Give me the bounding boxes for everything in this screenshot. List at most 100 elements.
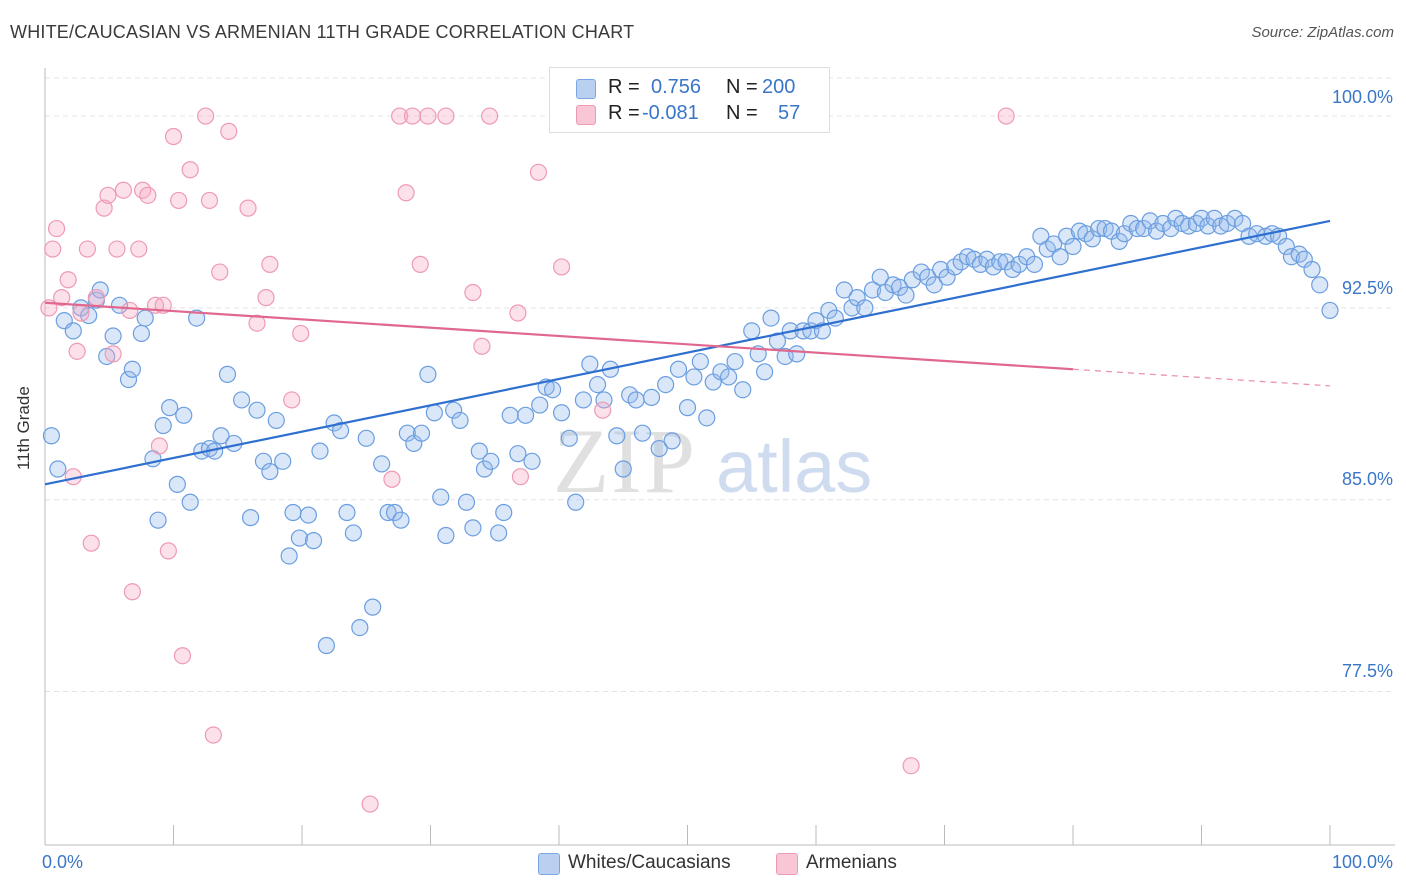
data-point bbox=[567, 493, 585, 511]
data-point bbox=[87, 289, 106, 307]
data-point bbox=[212, 427, 230, 445]
data-point bbox=[364, 598, 382, 616]
data-point bbox=[398, 424, 416, 442]
data-point bbox=[150, 437, 168, 455]
stats-legend: R = 0.756 N = 200 R = -0.081 N = 57 bbox=[549, 67, 830, 133]
data-point bbox=[543, 381, 562, 399]
data-point bbox=[457, 493, 476, 511]
data-point bbox=[392, 511, 410, 529]
data-point bbox=[997, 107, 1015, 125]
data-point bbox=[123, 360, 141, 378]
data-point bbox=[509, 445, 527, 463]
data-point bbox=[835, 281, 853, 299]
data-point bbox=[1141, 212, 1159, 230]
series-armenians-points bbox=[40, 107, 1015, 813]
data-point bbox=[338, 503, 356, 522]
data-point bbox=[608, 427, 626, 445]
data-point bbox=[211, 263, 229, 281]
data-point bbox=[283, 391, 301, 409]
data-point bbox=[581, 355, 599, 373]
data-point bbox=[164, 127, 183, 146]
data-point bbox=[121, 301, 139, 320]
data-point bbox=[373, 455, 391, 473]
data-point bbox=[154, 416, 172, 435]
data-point bbox=[130, 240, 148, 258]
data-point bbox=[925, 276, 943, 294]
data-point bbox=[257, 289, 275, 307]
data-point bbox=[239, 199, 257, 217]
data-point bbox=[379, 503, 397, 522]
legend-r-value: -0.081 bbox=[642, 102, 699, 124]
data-point bbox=[511, 468, 530, 486]
legend-n-value: 57 bbox=[778, 102, 801, 124]
data-point bbox=[1311, 276, 1329, 294]
x-tick-label-right: 100.0% bbox=[1331, 852, 1393, 872]
data-point bbox=[110, 296, 129, 314]
data-point bbox=[516, 406, 535, 424]
series-whites-points bbox=[42, 209, 1339, 655]
data-point bbox=[523, 452, 541, 470]
data-point bbox=[755, 363, 774, 381]
data-point bbox=[82, 534, 100, 552]
data-point bbox=[669, 360, 688, 378]
data-point bbox=[678, 399, 697, 417]
data-point bbox=[698, 409, 716, 427]
data-point bbox=[509, 304, 527, 322]
data-point bbox=[119, 370, 138, 389]
data-point bbox=[552, 258, 571, 276]
data-point bbox=[1083, 230, 1101, 248]
data-point bbox=[403, 107, 422, 125]
watermark: ZIP atlas bbox=[553, 410, 872, 512]
data-point bbox=[139, 186, 157, 204]
data-point bbox=[168, 475, 186, 493]
data-point bbox=[432, 488, 450, 506]
data-point bbox=[344, 524, 362, 542]
data-point bbox=[290, 529, 309, 547]
data-point bbox=[991, 253, 1009, 271]
data-point bbox=[68, 342, 86, 360]
data-point bbox=[188, 309, 206, 327]
data-point bbox=[691, 352, 709, 371]
legend-n-label: N = bbox=[726, 102, 758, 124]
data-point bbox=[304, 532, 323, 550]
data-point bbox=[726, 352, 744, 371]
data-point bbox=[49, 460, 67, 478]
data-point bbox=[161, 399, 179, 417]
data-point bbox=[292, 324, 310, 343]
data-point bbox=[351, 618, 369, 637]
data-point bbox=[1277, 237, 1295, 256]
data-point bbox=[53, 289, 71, 307]
data-point bbox=[1051, 248, 1069, 266]
data-point bbox=[437, 107, 455, 125]
data-point bbox=[588, 376, 607, 394]
legend-label-armenians: Armenians bbox=[806, 852, 897, 873]
data-point bbox=[284, 503, 302, 522]
data-point bbox=[200, 191, 219, 210]
data-point bbox=[1057, 227, 1076, 245]
data-point bbox=[495, 503, 513, 522]
data-point bbox=[72, 304, 90, 322]
data-point bbox=[317, 636, 336, 655]
data-point bbox=[1321, 301, 1339, 320]
data-point bbox=[482, 452, 500, 470]
data-point bbox=[411, 255, 429, 273]
data-point bbox=[220, 122, 238, 140]
data-point bbox=[843, 299, 861, 317]
legend-n-label: N = bbox=[726, 76, 758, 98]
data-point bbox=[897, 286, 915, 304]
legend-r-value: 0.756 bbox=[651, 76, 702, 98]
data-point bbox=[42, 427, 61, 445]
data-point bbox=[134, 181, 152, 199]
data-point bbox=[529, 163, 548, 181]
data-point bbox=[132, 324, 150, 343]
data-point bbox=[531, 396, 549, 414]
legend-swatch-whites bbox=[538, 853, 560, 875]
data-point bbox=[299, 506, 318, 524]
data-point bbox=[311, 442, 329, 460]
data-point bbox=[560, 429, 578, 447]
y-tick-label-92-5: 92.5% bbox=[1341, 278, 1393, 298]
data-point bbox=[267, 411, 285, 430]
data-point bbox=[871, 268, 889, 286]
data-point bbox=[64, 322, 82, 340]
